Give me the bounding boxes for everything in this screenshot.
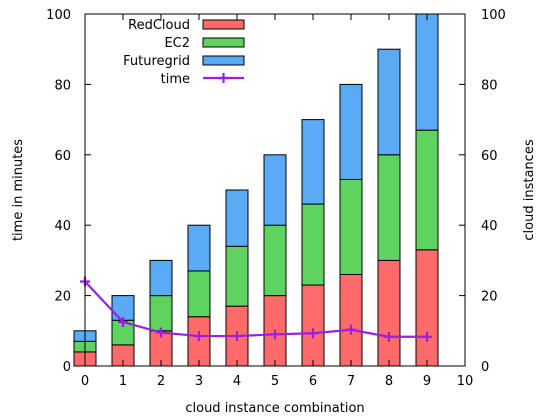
legend-label-futuregrid: Futuregrid <box>123 54 190 69</box>
bar-ec2-2 <box>150 296 172 331</box>
bar-redcloud-8 <box>378 260 400 366</box>
bar-ec2-4 <box>226 246 248 306</box>
y-axis-left-label: time in minutes <box>11 139 26 241</box>
x-tick-label-5: 5 <box>271 374 279 389</box>
y-right-tick-label-0: 0 <box>481 360 489 375</box>
bar-ec2-7 <box>340 179 362 274</box>
legend-label-redcloud: RedCloud <box>128 18 190 33</box>
legend-swatch-futuregrid <box>203 56 244 65</box>
legend-swatch-ec2 <box>203 38 244 47</box>
y-left-tick-label-20: 20 <box>54 290 71 305</box>
bar-futuregrid-3 <box>188 225 210 271</box>
bar-ec2-6 <box>302 204 324 285</box>
bar-futuregrid-6 <box>302 120 324 204</box>
x-tick-label-1: 1 <box>119 374 127 389</box>
bar-ec2-5 <box>264 225 286 295</box>
legend-label-time: time <box>161 72 190 87</box>
bar-redcloud-9 <box>416 250 438 366</box>
bar-futuregrid-7 <box>340 84 362 179</box>
bar-futuregrid-9 <box>416 14 438 130</box>
bar-ec2-9 <box>416 130 438 250</box>
time-line <box>85 282 427 337</box>
y-left-tick-label-0: 0 <box>63 360 71 375</box>
y-right-tick-label-80: 80 <box>481 78 498 93</box>
legend-swatch-redcloud <box>203 20 244 29</box>
x-axis-label: cloud instance combination <box>185 401 364 416</box>
bar-ec2-8 <box>378 155 400 261</box>
x-tick-label-6: 6 <box>309 374 317 389</box>
bar-ec2-3 <box>188 271 210 317</box>
legend-label-ec2: EC2 <box>164 36 190 51</box>
x-tick-label-8: 8 <box>385 374 393 389</box>
y-left-tick-label-60: 60 <box>54 149 71 164</box>
x-tick-label-7: 7 <box>347 374 355 389</box>
y-left-tick-label-40: 40 <box>54 219 71 234</box>
bar-futuregrid-5 <box>264 155 286 225</box>
legend: RedCloud EC2 Futuregrid time <box>123 18 244 87</box>
y-right-tick-label-40: 40 <box>481 219 498 234</box>
y-right-tick-label-60: 60 <box>481 149 498 164</box>
x-tick-label-9: 9 <box>423 374 431 389</box>
bar-redcloud-3 <box>188 317 210 366</box>
legend-marker-time <box>219 73 229 83</box>
x-tick-label-4: 4 <box>233 374 241 389</box>
y-axis-right-label: cloud instances <box>522 139 537 240</box>
y-left-tick-label-80: 80 <box>54 78 71 93</box>
x-tick-label-10: 10 <box>457 374 474 389</box>
x-tick-label-0: 0 <box>81 374 89 389</box>
bar-futuregrid-8 <box>378 49 400 155</box>
x-tick-label-2: 2 <box>157 374 165 389</box>
x-tick-label-3: 3 <box>195 374 203 389</box>
bar-futuregrid-2 <box>150 260 172 295</box>
y-left-tick-label-100: 100 <box>46 8 71 23</box>
y-right-tick-label-100: 100 <box>481 8 506 23</box>
bar-futuregrid-1 <box>112 296 134 321</box>
bar-redcloud-7 <box>340 274 362 366</box>
y-right-tick-label-20: 20 <box>481 290 498 305</box>
bar-redcloud-6 <box>302 285 324 366</box>
bar-futuregrid-4 <box>226 190 248 246</box>
